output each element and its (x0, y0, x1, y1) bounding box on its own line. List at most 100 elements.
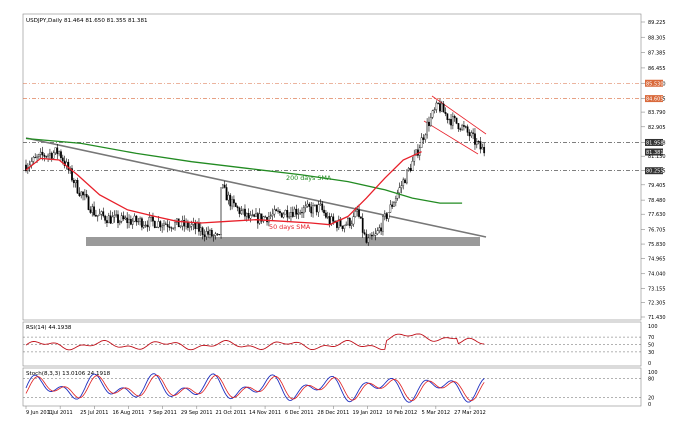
candle-body (95, 214, 97, 217)
candle-body (262, 216, 265, 222)
candle-body (47, 154, 49, 157)
candle-body (363, 232, 366, 235)
candle-body (380, 227, 382, 232)
candle-body (301, 212, 303, 214)
candle-body (142, 225, 145, 228)
candle-body (286, 210, 289, 218)
candle-body (148, 217, 151, 228)
sma-50-label: 50 days SMA (269, 223, 311, 231)
candle-body (209, 230, 211, 235)
y-tick-label: 74.040 (648, 272, 666, 278)
candle-body (96, 215, 99, 217)
candle-body (332, 216, 335, 222)
candle-body (205, 231, 208, 237)
candle-body (38, 154, 40, 158)
candle-body (348, 218, 351, 226)
candle-body (315, 204, 318, 213)
rsi-tick-label: 70 (648, 335, 654, 341)
candle-body (236, 206, 239, 209)
candle-body (317, 204, 320, 213)
candle-body (350, 223, 353, 226)
rsi-tick-label: 50 (648, 343, 654, 349)
candle-body (297, 213, 300, 215)
y-tick-label: 74.965 (648, 256, 666, 262)
candle-body (426, 121, 428, 136)
candle-body (337, 219, 340, 228)
price-tag (645, 95, 663, 103)
y-tick-label: 78.480 (648, 198, 666, 204)
candle-body (242, 208, 244, 211)
candle-body (85, 194, 88, 197)
candle-body (43, 154, 46, 157)
candle-body (203, 234, 206, 237)
candle-body (304, 205, 307, 209)
candles (25, 98, 486, 246)
candle-body (207, 231, 210, 235)
candle-body (369, 234, 371, 239)
price-chart-title: USDJPY,Daily 81.464 81.650 81.355 81.381 (26, 18, 148, 24)
y-tick-label: 73.155 (648, 286, 666, 292)
candle-body (130, 219, 132, 225)
candle-body (308, 203, 311, 208)
candle-body (104, 215, 106, 221)
candle-body (407, 168, 410, 171)
candle-body (314, 204, 316, 206)
candle-body (282, 213, 285, 218)
y-tick-label: 87.385 (648, 51, 666, 57)
x-tick-label: 25 Jul 2011 (80, 410, 108, 416)
x-tick-label: 29 Sep 2011 (181, 410, 213, 416)
candle-body (45, 156, 48, 158)
candle-body (360, 216, 362, 219)
rsi-tick-label: 0 (648, 361, 651, 367)
candle-body (256, 213, 259, 224)
candle-body (312, 205, 314, 214)
candle-body (477, 141, 480, 143)
y-tick-label: 82.905 (648, 125, 666, 131)
candle-body (439, 103, 441, 112)
candle-body (196, 223, 198, 229)
candle-body (413, 154, 416, 162)
candle-body (424, 134, 427, 140)
candle-body (258, 213, 261, 224)
candle-body (52, 152, 55, 159)
candle-body (466, 126, 469, 133)
candle-body (220, 187, 222, 235)
candle-body (400, 185, 403, 188)
candle-body (387, 212, 390, 219)
sma-200-line (25, 137, 463, 204)
candle-body (429, 117, 432, 127)
candle-body (472, 132, 474, 134)
candle-body (464, 126, 467, 128)
candle-body (404, 179, 406, 184)
candle-body (124, 217, 127, 220)
candle-body (159, 221, 162, 228)
candle-body (394, 198, 397, 203)
candle-body (234, 202, 237, 207)
candle-body (199, 227, 202, 232)
x-tick-label: 14 Nov 2011 (249, 410, 281, 416)
stoch-tick-label: 100 (648, 370, 658, 376)
candle-body (457, 123, 460, 130)
candle-body (455, 117, 458, 124)
candle-body (150, 216, 152, 218)
price-tag (645, 138, 663, 146)
price-tag (645, 148, 663, 156)
x-tick-label: 7 Sep 2011 (148, 410, 177, 416)
candle-body (212, 235, 215, 237)
y-tick-label: 75.830 (648, 242, 666, 248)
candle-body (41, 151, 44, 156)
x-tick-label: 1 Jul 2011 (48, 410, 73, 416)
candle-body (144, 224, 147, 226)
candle-body (72, 179, 75, 184)
candle-body (216, 233, 219, 235)
candle-body (437, 102, 440, 104)
candle-body (251, 214, 254, 216)
candle-body (74, 179, 77, 184)
candle-body (98, 213, 101, 216)
y-tick-label: 72.305 (648, 300, 666, 306)
y-tick-label: 77.630 (648, 212, 666, 218)
candle-body (343, 225, 346, 229)
candle-body (255, 213, 257, 217)
